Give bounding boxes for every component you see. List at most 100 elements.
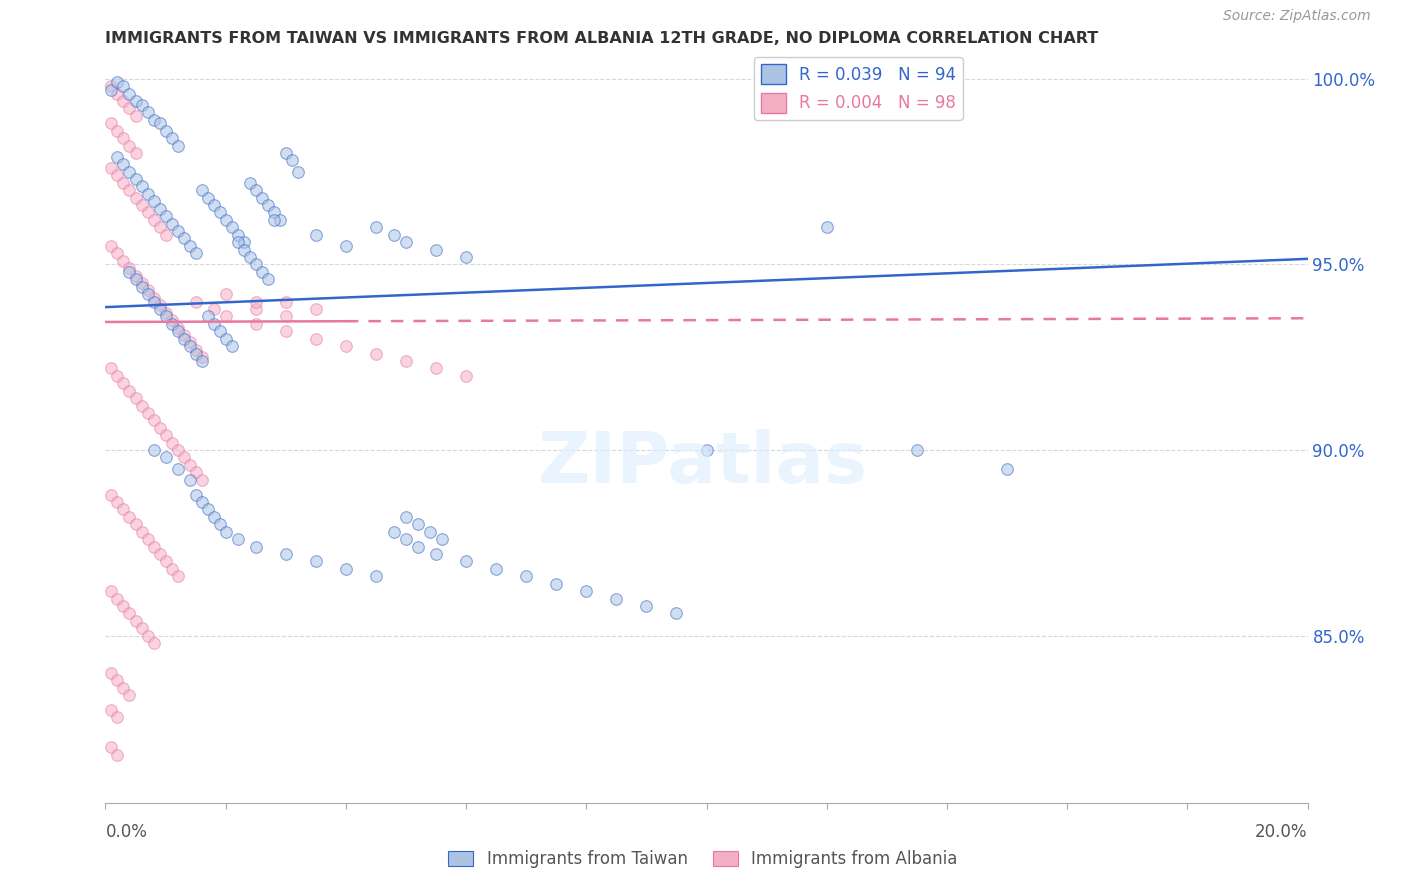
Point [112,176,135,190]
Point [118,265,141,279]
Point [173,328,195,343]
Point [430,532,453,546]
Point [131,399,153,413]
Text: IMMIGRANTS FROM TAIWAN VS IMMIGRANTS FROM ALBANIA 12TH GRADE, NO DIPLOMA CORRELA: IMMIGRANTS FROM TAIWAN VS IMMIGRANTS FRO… [105,31,1098,46]
Point [148,202,170,216]
Point [131,621,153,635]
Point [173,231,195,245]
Text: 20.0%: 20.0% [1256,822,1308,840]
Point [148,421,170,435]
Point [184,488,207,502]
Point [173,332,195,346]
Point [136,284,159,298]
Point [100,239,122,253]
Point [118,607,141,621]
Point [214,332,236,346]
Point [112,157,135,171]
Point [305,554,328,568]
Point [184,466,207,480]
Point [100,488,122,502]
Point [118,509,141,524]
Point [155,554,177,568]
Point [395,235,418,249]
Point [208,324,231,338]
Point [226,532,249,546]
Point [406,517,429,532]
Point [124,191,146,205]
Point [131,524,153,539]
Legend: Immigrants from Taiwan, Immigrants from Albania: Immigrants from Taiwan, Immigrants from … [441,844,965,875]
Point [112,599,135,613]
Point [131,198,153,212]
Point [131,279,153,293]
Point [118,688,141,702]
Point [263,212,285,227]
Point [605,591,627,606]
Point [148,298,170,312]
Point [245,294,267,309]
Point [274,310,297,324]
Point [112,502,135,516]
Point [245,317,267,331]
Point [118,138,141,153]
Point [197,191,219,205]
Point [208,517,231,532]
Point [100,703,122,717]
Point [118,261,141,276]
Point [245,183,267,197]
Point [166,320,188,334]
Text: ZIPatlas: ZIPatlas [538,429,868,499]
Point [179,339,201,353]
Point [118,164,141,178]
Point [364,346,387,360]
Point [232,235,254,249]
Point [160,435,183,450]
Point [107,246,129,260]
Point [202,509,225,524]
Point [287,164,309,178]
Point [305,227,328,242]
Point [100,740,122,755]
Point [226,227,249,242]
Point [166,461,188,475]
Point [546,576,568,591]
Point [179,458,201,472]
Point [131,179,153,194]
Point [250,265,273,279]
Point [124,272,146,286]
Point [112,79,135,94]
Point [124,109,146,123]
Point [184,346,207,360]
Point [250,191,273,205]
Point [274,324,297,338]
Point [274,294,297,309]
Point [184,246,207,260]
Point [107,495,129,509]
Point [142,636,165,650]
Point [166,569,188,583]
Point [148,547,170,561]
Point [382,524,405,539]
Point [124,94,146,108]
Point [100,83,122,97]
Point [395,354,418,368]
Point [107,150,129,164]
Point [245,301,267,316]
Point [239,250,262,264]
Point [142,413,165,427]
Point [166,138,188,153]
Point [214,287,236,301]
Point [142,443,165,458]
Point [179,239,201,253]
Point [905,443,928,458]
Point [100,79,122,94]
Point [160,131,183,145]
Point [142,112,165,127]
Point [100,116,122,130]
Point [131,97,153,112]
Point [155,310,177,324]
Point [107,87,129,101]
Point [454,250,477,264]
Point [155,428,177,442]
Point [166,224,188,238]
